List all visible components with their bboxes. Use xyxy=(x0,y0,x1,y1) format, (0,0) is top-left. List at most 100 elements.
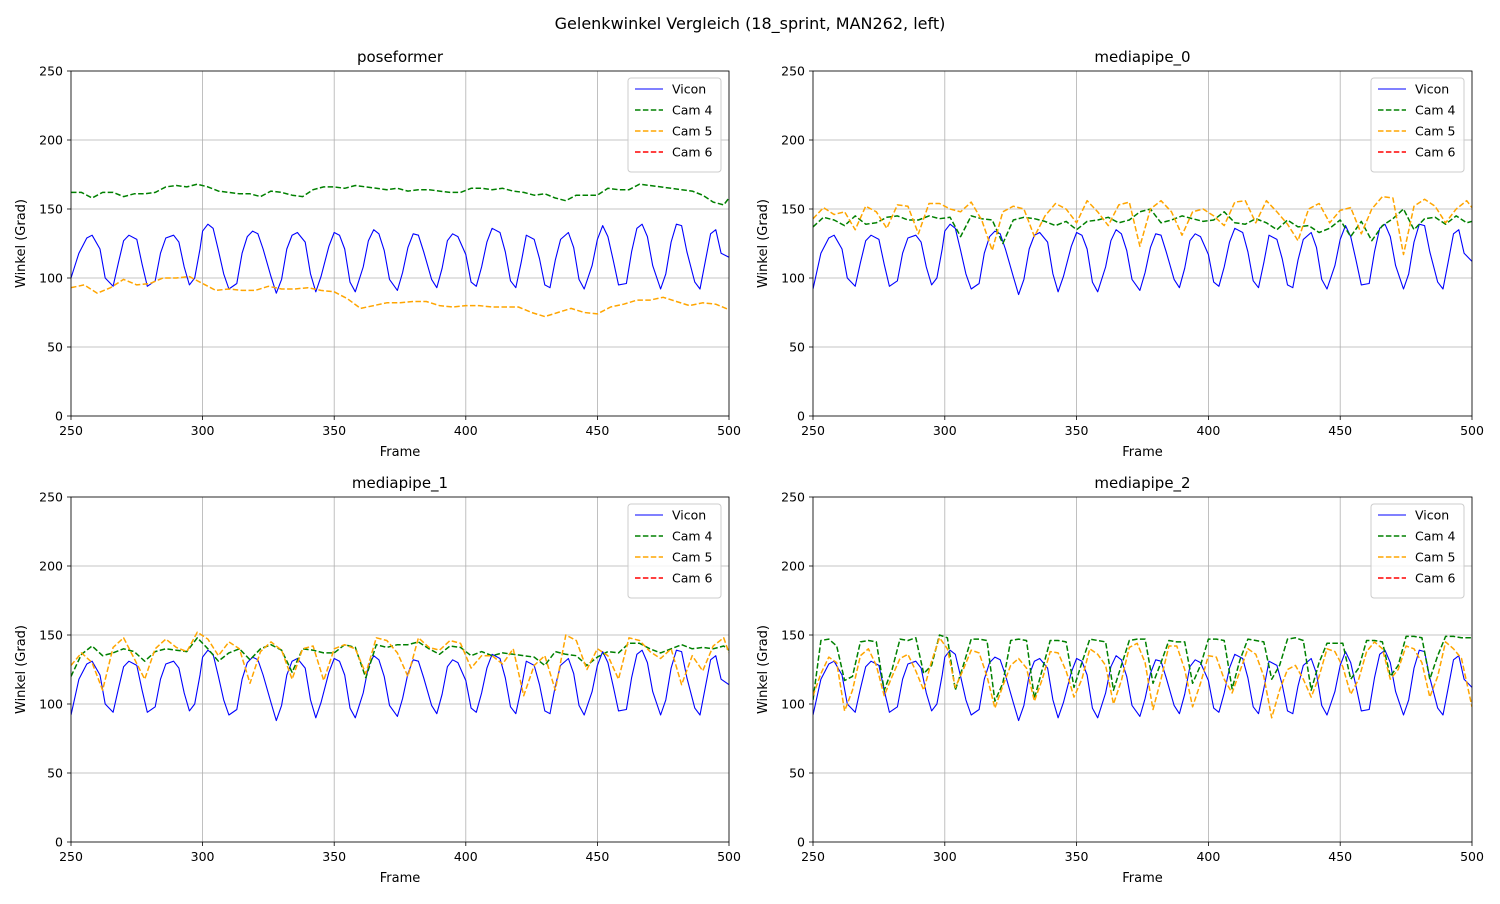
chart-title: mediapipe_0 xyxy=(1094,48,1190,67)
legend-label: Cam 4 xyxy=(1415,103,1456,118)
y-tick-label: 0 xyxy=(797,409,805,424)
y-axis-label: Winkel (Grad) xyxy=(756,625,771,714)
y-tick-label: 150 xyxy=(39,202,63,217)
y-tick-label: 150 xyxy=(39,628,63,643)
y-tick-label: 250 xyxy=(781,64,805,79)
x-tick-label: 400 xyxy=(454,423,478,438)
x-tick-label: 350 xyxy=(1065,423,1089,438)
y-tick-label: 200 xyxy=(781,133,805,148)
series-line-vicon xyxy=(813,649,1472,722)
legend-label: Cam 4 xyxy=(672,103,713,118)
legend-box xyxy=(1370,77,1465,173)
x-tick-label: 300 xyxy=(191,849,215,864)
y-tick-label: 0 xyxy=(797,835,805,850)
y-tick-label: 150 xyxy=(781,202,805,217)
x-tick-label: 250 xyxy=(59,849,83,864)
x-tick-label: 450 xyxy=(585,849,609,864)
legend-label: Cam 4 xyxy=(1415,529,1456,544)
chart-title: poseformer xyxy=(357,48,444,66)
y-tick-label: 100 xyxy=(39,697,63,712)
series-line-vicon xyxy=(71,649,729,722)
series-line-cam-4 xyxy=(813,634,1472,702)
legend: Vicon Cam 4 Cam 5 Cam 6 xyxy=(627,77,722,173)
x-tick-label: 350 xyxy=(322,849,346,864)
legend-label: Vicon xyxy=(1415,82,1449,97)
x-tick-label: 450 xyxy=(585,423,609,438)
axes-frame xyxy=(812,496,1473,843)
x-tick-label: 450 xyxy=(1328,423,1352,438)
x-tick-label: 300 xyxy=(933,423,957,438)
legend-label: Cam 5 xyxy=(672,550,713,565)
legend-label: Vicon xyxy=(1415,508,1449,523)
axes-frame xyxy=(70,496,730,843)
y-tick-label: 0 xyxy=(55,835,63,850)
y-tick-label: 200 xyxy=(39,133,63,148)
series-line-cam-5 xyxy=(813,637,1472,719)
series-group xyxy=(813,195,1472,296)
legend-box xyxy=(1370,503,1465,599)
x-tick-label: 400 xyxy=(1196,849,1220,864)
x-tick-label: 400 xyxy=(1196,423,1220,438)
series-line-cam-5 xyxy=(71,275,729,318)
chart-title: mediapipe_2 xyxy=(1094,474,1190,493)
y-tick-label: 200 xyxy=(781,559,805,574)
legend: Vicon Cam 4 Cam 5 Cam 6 xyxy=(1370,77,1465,173)
x-tick-label: 500 xyxy=(717,423,741,438)
y-tick-label: 100 xyxy=(781,271,805,286)
legend-label: Cam 5 xyxy=(672,124,713,139)
series-line-cam-4 xyxy=(813,208,1472,245)
legend-label: Cam 4 xyxy=(672,529,713,544)
figure-title: Gelenkwinkel Vergleich (18_sprint, MAN26… xyxy=(554,14,946,33)
legend-box xyxy=(627,77,722,173)
legend-label: Cam 6 xyxy=(672,571,713,586)
series-line-cam-4 xyxy=(71,183,729,206)
y-tick-label: 200 xyxy=(39,559,63,574)
series-group xyxy=(71,183,729,318)
y-tick-label: 0 xyxy=(55,409,63,424)
x-tick-label: 350 xyxy=(1065,849,1089,864)
y-tick-label: 50 xyxy=(47,766,63,781)
x-axis-label: Frame xyxy=(380,445,421,460)
y-tick-label: 150 xyxy=(781,628,805,643)
series-line-vicon xyxy=(813,223,1472,296)
legend-label: Vicon xyxy=(672,508,706,523)
legend-label: Cam 5 xyxy=(1415,550,1456,565)
y-axis-label: Winkel (Grad) xyxy=(14,625,29,714)
axes-frame xyxy=(70,70,730,417)
series-group xyxy=(71,631,729,722)
chart-panel-mediapipe_1: 250 300 350 400 450 500 0 50 100 150 200 250 mediapi… xyxy=(14,474,741,886)
y-tick-label: 250 xyxy=(781,490,805,505)
x-tick-label: 450 xyxy=(1328,849,1352,864)
y-tick-label: 100 xyxy=(39,271,63,286)
legend-box xyxy=(627,503,722,599)
legend-label: Cam 6 xyxy=(672,145,713,160)
legend-label: Cam 5 xyxy=(1415,124,1456,139)
x-tick-label: 250 xyxy=(59,423,83,438)
legend-label: Cam 6 xyxy=(1415,571,1456,586)
chart-panel-mediapipe_2: 250 300 350 400 450 500 0 50 100 150 200 250 mediapi… xyxy=(756,474,1484,886)
x-tick-label: 250 xyxy=(801,423,825,438)
legend-label: Vicon xyxy=(672,82,706,97)
x-axis-label: Frame xyxy=(1122,445,1163,460)
series-line-cam-5 xyxy=(813,195,1472,256)
chart-panel-poseformer: 250 300 350 400 450 500 0 50 100 150 200 250 posefor… xyxy=(14,48,741,460)
x-tick-label: 250 xyxy=(801,849,825,864)
x-axis-label: Frame xyxy=(1122,871,1163,886)
y-tick-label: 50 xyxy=(47,340,63,355)
x-tick-label: 500 xyxy=(1460,849,1484,864)
x-tick-label: 400 xyxy=(454,849,478,864)
legend-label: Cam 6 xyxy=(1415,145,1456,160)
series-line-cam-5 xyxy=(71,631,729,697)
axes-frame xyxy=(812,70,1473,417)
legend: Vicon Cam 4 Cam 5 Cam 6 xyxy=(627,503,722,599)
x-tick-label: 500 xyxy=(1460,423,1484,438)
legend: Vicon Cam 4 Cam 5 Cam 6 xyxy=(1370,503,1465,599)
x-tick-label: 300 xyxy=(191,423,215,438)
x-tick-label: 300 xyxy=(933,849,957,864)
y-tick-label: 100 xyxy=(781,697,805,712)
y-axis-label: Winkel (Grad) xyxy=(14,199,29,288)
chart-panel-mediapipe_0: 250 300 350 400 450 500 0 50 100 150 200 250 mediapi… xyxy=(756,48,1484,460)
chart-title: mediapipe_1 xyxy=(352,474,448,493)
